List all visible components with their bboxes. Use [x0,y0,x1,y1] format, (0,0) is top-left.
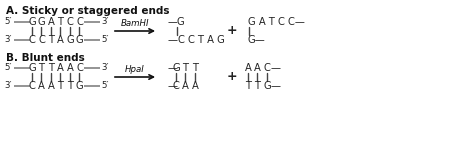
Text: G: G [28,17,36,27]
Text: G A T C C—: G A T C C— [248,17,305,27]
Text: +: + [227,24,237,37]
Text: T: T [57,81,64,91]
Text: C: C [38,35,45,45]
Text: C: C [264,63,271,73]
Text: —: — [271,63,281,73]
Text: A: A [254,63,261,73]
Text: T: T [255,81,261,91]
Text: A: A [47,17,55,27]
Text: T: T [48,63,54,73]
Text: —: — [168,81,178,91]
Text: G: G [172,63,180,73]
Text: A: A [182,81,189,91]
Text: A. Sticky or staggered ends: A. Sticky or staggered ends [6,6,170,16]
Text: G: G [66,35,74,45]
Text: A: A [38,81,45,91]
Text: T: T [245,81,251,91]
Text: G: G [28,63,36,73]
Text: T: T [67,81,73,91]
Text: 5′: 5′ [4,17,11,27]
Text: T: T [38,63,45,73]
Text: +: + [227,70,237,83]
Text: 5′: 5′ [4,64,11,72]
Text: C: C [173,81,180,91]
Text: HpaI: HpaI [125,65,145,73]
Text: C: C [76,63,83,73]
Text: G: G [76,81,83,91]
Text: BamHI: BamHI [121,18,149,28]
Text: A: A [245,63,251,73]
Text: G: G [263,81,271,91]
Text: —G: —G [168,17,186,27]
Text: G: G [76,35,83,45]
Text: —C C T A G: —C C T A G [168,35,225,45]
Text: B. Blunt ends: B. Blunt ends [6,53,85,63]
Text: 3′: 3′ [4,82,11,90]
Text: A: A [47,81,55,91]
Text: 3′: 3′ [101,64,109,72]
Text: A: A [57,35,64,45]
Text: T: T [57,17,64,27]
Text: A: A [57,63,64,73]
Text: 3′: 3′ [4,35,11,45]
Text: T: T [182,63,189,73]
Text: C: C [28,81,36,91]
Text: T: T [192,63,198,73]
Text: C: C [66,17,73,27]
Text: A: A [191,81,199,91]
Text: —: — [168,63,178,73]
Text: 5′: 5′ [101,35,109,45]
Text: —: — [271,81,281,91]
Text: 5′: 5′ [101,82,109,90]
Text: A: A [66,63,73,73]
Text: G: G [37,17,46,27]
Text: G—: G— [248,35,266,45]
Text: C: C [28,35,36,45]
Text: 3′: 3′ [101,17,109,27]
Text: T: T [48,35,54,45]
Text: C: C [76,17,83,27]
